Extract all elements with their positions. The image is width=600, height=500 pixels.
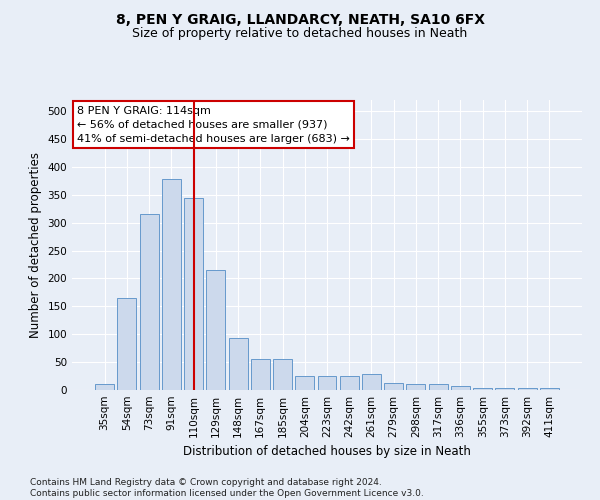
Bar: [251, 360, 270, 390]
Bar: [518, 388, 536, 390]
Y-axis label: Number of detached properties: Number of detached properties: [29, 152, 42, 338]
Text: Size of property relative to detached houses in Neath: Size of property relative to detached ho…: [133, 28, 467, 40]
Bar: [362, 374, 381, 390]
Bar: [184, 198, 203, 390]
Text: Contains HM Land Registry data © Crown copyright and database right 2024.
Contai: Contains HM Land Registry data © Crown c…: [30, 478, 424, 498]
Bar: [273, 360, 292, 390]
Bar: [206, 270, 225, 390]
Bar: [496, 388, 514, 390]
Bar: [295, 376, 314, 390]
Text: 8, PEN Y GRAIG, LLANDARCY, NEATH, SA10 6FX: 8, PEN Y GRAIG, LLANDARCY, NEATH, SA10 6…: [115, 12, 485, 26]
Bar: [451, 386, 470, 390]
Bar: [429, 384, 448, 390]
Bar: [140, 214, 158, 390]
Bar: [340, 376, 359, 390]
Bar: [95, 384, 114, 390]
Bar: [162, 179, 181, 390]
Bar: [118, 298, 136, 390]
Text: 8 PEN Y GRAIG: 114sqm
← 56% of detached houses are smaller (937)
41% of semi-det: 8 PEN Y GRAIG: 114sqm ← 56% of detached …: [77, 106, 350, 144]
Bar: [229, 338, 248, 390]
Bar: [473, 388, 492, 390]
Bar: [317, 376, 337, 390]
Bar: [540, 388, 559, 390]
Bar: [406, 384, 425, 390]
X-axis label: Distribution of detached houses by size in Neath: Distribution of detached houses by size …: [183, 446, 471, 458]
Bar: [384, 383, 403, 390]
